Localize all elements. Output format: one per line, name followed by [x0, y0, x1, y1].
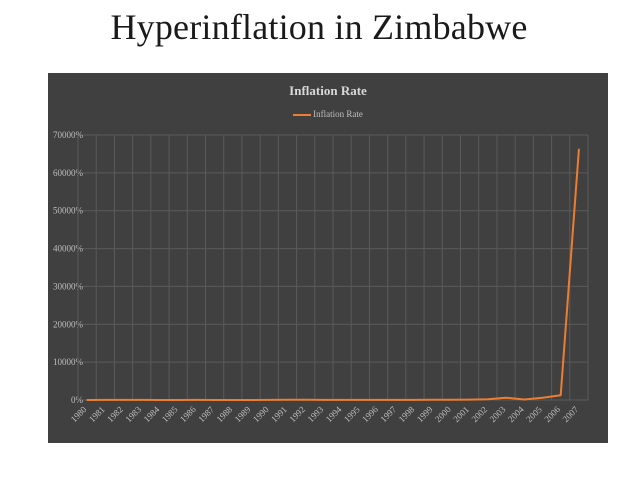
x-tick-label: 2002: [469, 404, 489, 424]
data-point: [122, 399, 125, 401]
x-tick-label: 1995: [342, 404, 362, 424]
y-tick-label: 0%: [71, 395, 84, 405]
data-point: [395, 399, 398, 401]
data-point: [359, 399, 362, 401]
x-tick-label: 1983: [123, 404, 143, 424]
x-tick-label: 2006: [542, 404, 562, 424]
data-point: [505, 396, 507, 399]
x-tick-label: 1997: [378, 404, 398, 424]
x-tick-label: 2005: [524, 404, 544, 424]
chart-title: Inflation Rate: [289, 83, 367, 98]
data-point: [177, 399, 179, 401]
legend-swatch: [293, 113, 312, 116]
data-point: [213, 399, 216, 401]
data-point: [104, 399, 107, 401]
x-tick-label: 2001: [451, 404, 471, 424]
y-tick-label: 20000%: [53, 319, 84, 329]
y-tick-label: 40000%: [53, 244, 84, 254]
x-tick-label: 1984: [142, 404, 162, 424]
data-point: [377, 399, 380, 401]
data-point: [232, 399, 234, 401]
y-tick-label: 30000%: [53, 281, 84, 291]
data-point: [140, 399, 143, 401]
line-chart: 0% 10000% 20000% 30000% 40000% 50000% 60000% 70…: [53, 130, 589, 424]
data-point: [559, 394, 562, 396]
x-tick-label: 1986: [178, 404, 198, 424]
data-point: [450, 398, 453, 401]
x-tick-label: 1991: [269, 404, 289, 424]
data-point: [414, 399, 416, 401]
x-tick-label: 1990: [251, 404, 271, 424]
y-tick-label: 50000%: [53, 206, 84, 216]
x-tick-label: 2003: [488, 404, 508, 424]
data-point: [487, 398, 489, 401]
y-tick-label: 60000%: [53, 168, 84, 178]
data-point: [195, 399, 198, 401]
x-tick-label: 2007: [561, 404, 581, 424]
x-tick-label: 1996: [360, 404, 380, 424]
x-tick-label: 1994: [324, 404, 344, 424]
data-point: [286, 399, 289, 401]
x-tick-label: 1989: [233, 404, 253, 424]
x-tick-label: 1980: [69, 404, 89, 424]
data-point: [578, 148, 580, 151]
data-point: [86, 399, 88, 401]
data-point: [268, 399, 271, 401]
data-point: [159, 399, 161, 401]
chart-panel: Inflation Rate Inflation Rate 0% 10000% 20…: [48, 73, 608, 443]
x-tick-label: 2000: [433, 404, 453, 424]
legend-label: Inflation Rate: [313, 109, 363, 119]
x-tick-label: 1988: [214, 404, 234, 424]
x-tick-label: 1999: [415, 404, 435, 424]
x-tick-label: 1992: [287, 404, 307, 424]
x-tick-label: 1981: [87, 404, 107, 424]
x-tick-label: 1993: [306, 404, 326, 424]
x-tick-label: 1985: [160, 404, 180, 424]
y-tick-label: 70000%: [53, 130, 84, 140]
chart-legend: Inflation Rate: [48, 109, 608, 119]
x-tick-label: 2004: [506, 404, 526, 424]
data-point: [541, 396, 544, 399]
data-point: [468, 398, 471, 401]
y-tick-label: 10000%: [53, 357, 84, 367]
data-point: [341, 399, 343, 401]
x-tick-label: 1987: [196, 404, 216, 424]
x-tick-label: 1982: [105, 404, 125, 424]
x-tick-label: 1998: [397, 404, 417, 424]
data-point: [523, 398, 526, 401]
data-point: [432, 398, 434, 401]
data-point: [304, 399, 307, 401]
data-point: [323, 399, 325, 401]
slide-title: Hyperinflation in Zimbabwe: [110, 7, 528, 47]
series-line: [87, 149, 580, 401]
data-point: [250, 399, 252, 401]
